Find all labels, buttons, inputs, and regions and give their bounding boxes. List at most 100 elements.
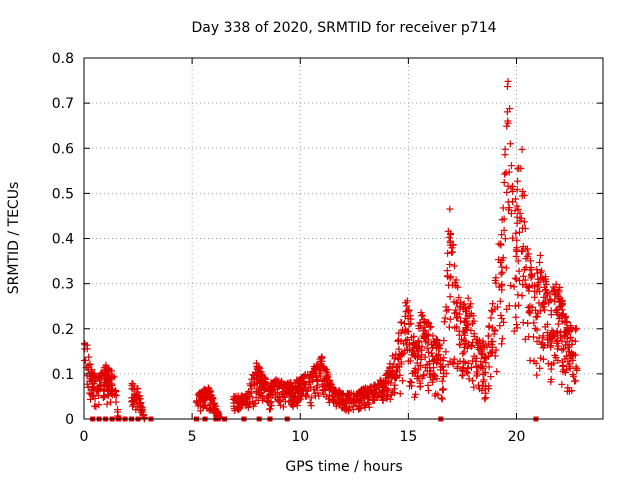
data-point — [558, 346, 566, 354]
data-point — [533, 266, 541, 274]
data-point — [514, 177, 522, 185]
data-point — [485, 322, 493, 330]
y-axis-label: SRMTID / TECUs — [6, 182, 22, 295]
data-point — [571, 337, 579, 345]
data-point — [262, 375, 270, 383]
data-point — [526, 309, 534, 317]
data-point — [502, 169, 510, 177]
data-point — [454, 363, 462, 371]
data-point — [462, 307, 470, 315]
data-point — [524, 284, 532, 292]
data-point — [450, 262, 458, 270]
data-point — [429, 332, 437, 340]
data-point — [478, 350, 486, 358]
data-point — [496, 322, 504, 330]
x-tick-label: 0 — [80, 429, 89, 445]
data-point — [547, 339, 555, 347]
data-point — [535, 299, 543, 307]
data-point — [548, 327, 556, 335]
data-point — [449, 359, 457, 367]
data-point — [276, 392, 284, 400]
data-point — [469, 312, 477, 320]
data-point — [449, 241, 457, 249]
data-point — [551, 351, 559, 359]
data-point — [524, 319, 532, 327]
data-point — [497, 241, 505, 249]
data-point — [424, 339, 432, 347]
data-point — [238, 392, 246, 400]
data-point — [421, 326, 429, 334]
data-point — [263, 397, 271, 405]
data-point — [446, 237, 454, 245]
x-tick-label: 5 — [188, 429, 197, 445]
data-point — [445, 323, 453, 331]
data-point — [503, 305, 511, 313]
data-point — [456, 317, 464, 325]
data-point — [418, 311, 426, 319]
data-point — [536, 251, 544, 259]
data-point — [261, 374, 269, 382]
data-point — [507, 210, 515, 218]
data-point — [493, 368, 501, 376]
data-point — [430, 371, 438, 379]
y-tick-label: 0.8 — [52, 51, 74, 67]
data-point — [107, 380, 115, 388]
data-point — [464, 341, 472, 349]
data-point — [108, 381, 116, 389]
data-point — [421, 364, 429, 372]
data-point — [524, 245, 532, 253]
data-point — [498, 256, 506, 264]
data-point — [439, 373, 447, 381]
data-point — [564, 357, 572, 365]
data-point — [321, 375, 329, 383]
data-point — [557, 334, 565, 342]
data-point — [305, 383, 313, 391]
data-point — [427, 323, 435, 331]
data-point — [336, 394, 344, 402]
data-point — [500, 226, 508, 234]
data-point — [475, 381, 483, 389]
data-point — [214, 408, 222, 416]
data-point — [476, 363, 484, 371]
data-point — [514, 257, 522, 265]
data-point — [554, 320, 562, 328]
data-point — [405, 345, 413, 353]
data-point — [322, 393, 330, 401]
data-point — [428, 344, 436, 352]
x-tick-label: 10 — [291, 429, 309, 445]
y-tick-label: 0.6 — [52, 141, 74, 157]
data-point — [507, 184, 515, 192]
data-point — [346, 390, 354, 398]
data-point — [404, 307, 412, 315]
data-point — [254, 378, 262, 386]
data-point — [513, 213, 521, 221]
data-point — [502, 264, 510, 272]
data-point — [572, 377, 580, 385]
data-point — [459, 371, 467, 379]
data-point — [519, 281, 527, 289]
data-point — [97, 376, 105, 384]
data-point — [444, 249, 452, 257]
data-point — [488, 341, 496, 349]
data-point — [492, 346, 500, 354]
data-point — [543, 292, 551, 300]
data-point — [91, 395, 99, 403]
data-point — [385, 373, 393, 381]
data-point — [284, 379, 292, 387]
data-point — [404, 357, 412, 365]
data-point — [414, 337, 422, 345]
data-point — [528, 303, 536, 311]
data-point — [555, 288, 563, 296]
data-point — [388, 363, 396, 371]
data-point — [252, 393, 260, 401]
data-point — [503, 188, 511, 196]
data-point — [83, 345, 91, 353]
data-point — [83, 380, 91, 388]
data-point — [438, 395, 446, 403]
data-point — [469, 377, 477, 385]
data-point — [369, 396, 377, 404]
data-point — [509, 187, 517, 195]
data-point — [534, 309, 542, 317]
data-point — [305, 374, 313, 382]
data-point — [252, 359, 260, 367]
